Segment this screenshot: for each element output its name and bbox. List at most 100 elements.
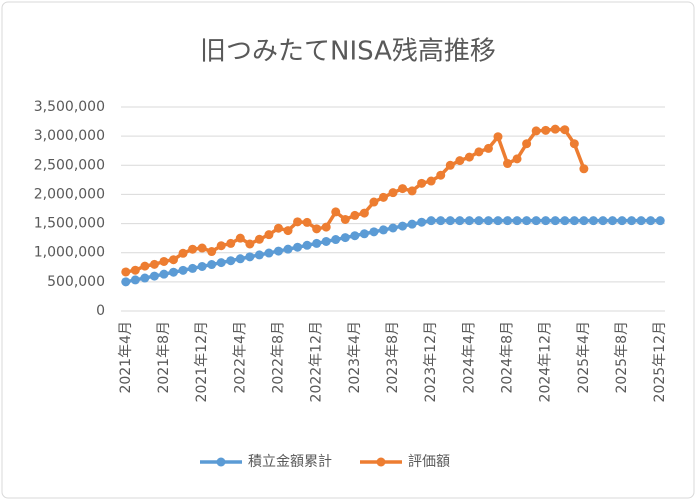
y-tick-label: 0: [96, 303, 105, 319]
x-tick-label: 2023年8月: [385, 321, 401, 394]
data-point: [350, 231, 360, 241]
x-tick-label: 2022年8月: [270, 321, 286, 394]
data-point: [340, 214, 350, 224]
data-point: [598, 216, 608, 226]
data-point: [235, 254, 245, 264]
data-point: [226, 238, 236, 248]
data-point: [283, 244, 293, 254]
y-tick-label: 3,000,000: [34, 128, 105, 144]
x-tick-label: 2024年4月: [461, 321, 477, 394]
legend-marker: [216, 457, 226, 467]
data-point: [216, 258, 226, 268]
data-point: [149, 259, 159, 269]
data-point: [560, 125, 570, 135]
y-tick-label: 1,000,000: [34, 245, 105, 261]
data-point: [140, 261, 150, 271]
data-point: [273, 246, 283, 256]
data-point: [512, 154, 522, 164]
data-point: [522, 139, 532, 149]
x-tick-label: 2025年12月: [652, 321, 668, 402]
data-point: [121, 277, 131, 287]
data-point: [321, 236, 331, 246]
data-point: [216, 241, 226, 251]
data-point: [436, 170, 446, 180]
data-point: [331, 207, 341, 217]
data-point: [483, 143, 493, 153]
data-point: [655, 216, 665, 226]
data-point: [646, 216, 656, 226]
data-point: [445, 160, 455, 170]
data-point: [627, 216, 637, 226]
y-tick-label: 500,000: [47, 274, 105, 290]
data-point: [264, 248, 274, 258]
data-point: [531, 126, 541, 136]
y-tick-label: 1,500,000: [34, 216, 105, 232]
data-point: [273, 223, 283, 233]
data-point: [388, 223, 398, 233]
x-tick-label: 2023年12月: [423, 321, 439, 402]
data-point: [168, 267, 178, 277]
data-point: [197, 261, 207, 271]
x-tick-label: 2023年4月: [347, 321, 363, 394]
data-point: [398, 184, 408, 194]
data-point: [331, 235, 341, 245]
data-point: [235, 233, 245, 243]
data-point: [312, 238, 322, 248]
data-point: [579, 216, 589, 226]
legend-label: 評価額: [408, 454, 450, 470]
data-point: [159, 269, 169, 279]
data-point: [531, 216, 541, 226]
x-tick-label: 2024年8月: [500, 321, 516, 394]
data-point: [474, 147, 484, 157]
data-point: [302, 240, 312, 250]
chart-title: 旧つみたてNISA残高推移: [200, 37, 496, 67]
data-point: [407, 219, 417, 229]
data-point: [149, 271, 159, 281]
data-point: [569, 139, 579, 149]
x-tick-label: 2025年8月: [614, 321, 630, 394]
x-tick-label: 2022年4月: [232, 321, 248, 394]
data-point: [254, 234, 264, 244]
data-point: [369, 197, 379, 207]
data-point: [350, 210, 360, 220]
data-point: [264, 230, 274, 240]
data-point: [321, 222, 331, 232]
y-tick-label: 3,500,000: [34, 99, 105, 115]
data-point: [359, 229, 369, 239]
data-point: [483, 216, 493, 226]
data-point: [588, 216, 598, 226]
data-point: [503, 216, 513, 226]
data-point: [445, 216, 455, 226]
data-point: [159, 256, 169, 266]
y-tick-label: 2,500,000: [34, 157, 105, 173]
data-point: [178, 265, 188, 275]
data-point: [254, 250, 264, 260]
data-point: [378, 192, 388, 202]
data-point: [579, 164, 589, 174]
data-point: [541, 216, 551, 226]
data-point: [426, 216, 436, 226]
data-point: [550, 216, 560, 226]
data-point: [188, 244, 198, 254]
data-point: [569, 216, 579, 226]
data-point: [474, 216, 484, 226]
data-point: [436, 216, 446, 226]
data-point: [340, 233, 350, 243]
data-point: [168, 255, 178, 265]
data-point: [464, 152, 474, 162]
data-point: [417, 178, 427, 188]
data-point: [197, 243, 207, 253]
data-point: [503, 159, 513, 169]
data-point: [245, 239, 255, 249]
data-point: [359, 208, 369, 218]
data-point: [207, 260, 217, 270]
data-point: [388, 188, 398, 198]
data-point: [512, 216, 522, 226]
data-point: [283, 226, 293, 236]
data-point: [207, 247, 217, 257]
data-point: [398, 221, 408, 231]
data-point: [493, 132, 503, 142]
data-point: [293, 242, 303, 252]
legend-label: 積立金額累計: [248, 454, 332, 470]
